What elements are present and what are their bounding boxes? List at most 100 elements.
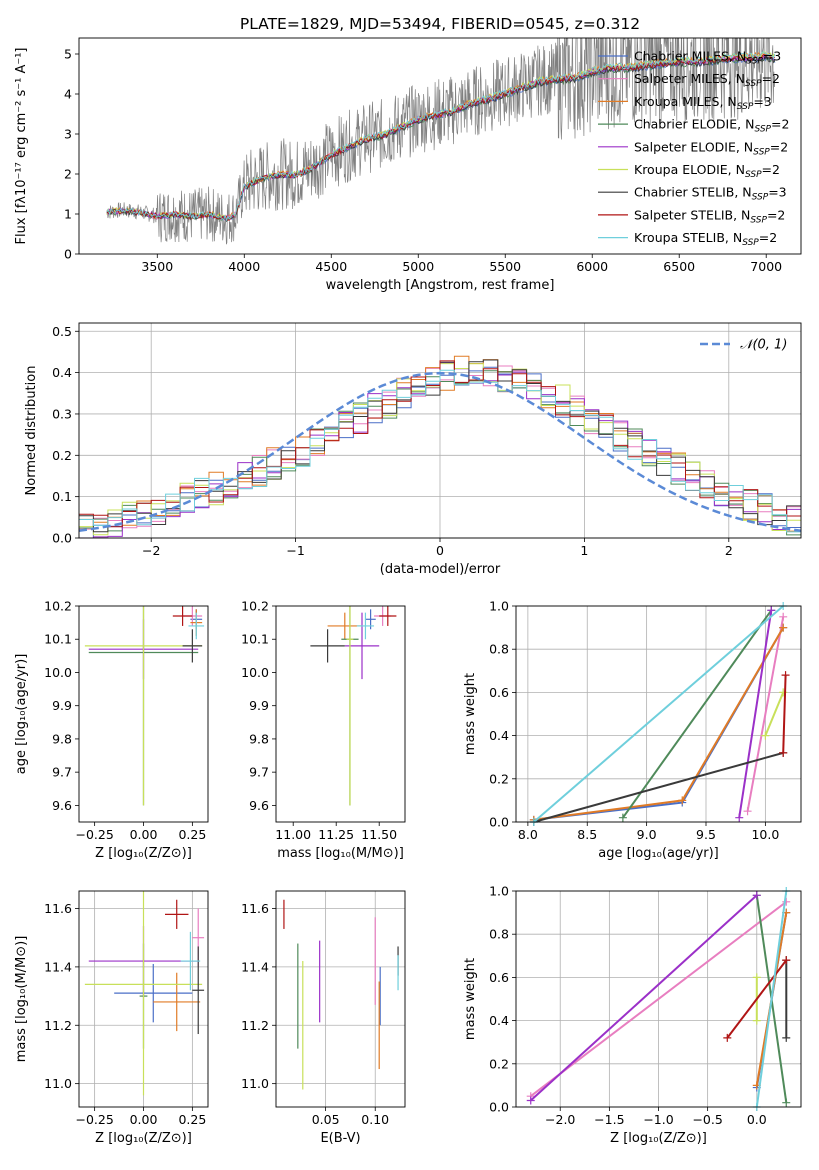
y-tick-label: 9.8: [249, 731, 269, 746]
x-tick-label: 2: [725, 543, 733, 558]
model-line-salpeter-elodie: [106, 53, 776, 221]
x-tick-label: 5000: [402, 259, 434, 274]
series-marker: [767, 606, 776, 615]
y-axis-label: mass [log₁₀(M/M⊙)]: [14, 936, 29, 1063]
y-tick-label: 0: [64, 247, 72, 262]
y-tick-label: 11.4: [44, 959, 72, 974]
series-line-kroupa-stelib: [755, 890, 788, 1108]
y-tick-label: 4: [64, 87, 72, 102]
y-tick-label: 11.0: [44, 1076, 72, 1091]
errorbar-point: [356, 612, 375, 640]
series-marker: [743, 807, 752, 816]
errorbar-point: [182, 629, 203, 663]
errorbar-point: [188, 612, 205, 640]
y-tick-label: 10.1: [44, 632, 72, 647]
series-marker: [678, 796, 687, 805]
errorbar-point: [84, 891, 203, 1096]
y-tick-label: 9.6: [52, 798, 72, 813]
y-tick-label: 2: [64, 167, 72, 182]
y-tick-label: 0.2: [489, 771, 509, 786]
legend-entry: Chabrier ELODIE, NSSP=2: [634, 117, 789, 135]
y-tick-label: 0.3: [52, 406, 72, 421]
series-marker: [782, 1033, 791, 1042]
panel-spectrum: 3500 4000 4500 5000 5500 6000 6500 7000 0 1 2 3 4 5 wa…: [14, 37, 802, 293]
y-tick-label: 0.0: [489, 1100, 509, 1115]
y-tick-label: 10.2: [44, 599, 72, 614]
x-tick-label: 4000: [228, 259, 260, 274]
model-line-kroupa-stelib: [106, 51, 776, 222]
axes-frame: [275, 890, 406, 1108]
series-marker: [779, 612, 788, 621]
legend-entry: Chabrier MILES, NSSP=3: [634, 49, 781, 67]
x-axis-label: (data-model)/error: [380, 562, 501, 577]
y-tick-label: 3: [64, 127, 72, 142]
x-tick-label: 3500: [141, 259, 173, 274]
errorbar-point: [192, 946, 205, 1035]
panel-mass-vs-ebv: 0.05 0.10 11.0 11.2 11.4 11.6 E(B-V): [241, 890, 406, 1146]
y-tick-label: 11.0: [241, 1076, 269, 1091]
axes-frame: [78, 322, 802, 539]
hist-step-kroupa-stelib: [79, 369, 801, 533]
series-line-kroupa-stelib: [533, 605, 784, 823]
series-line-chabrier-miles: [533, 627, 785, 821]
data-spectrum-line: [106, 38, 776, 245]
y-tick-label: 9.9: [249, 698, 269, 713]
y-tick-label: 0.0: [489, 815, 509, 830]
x-axis-label: age [log₁₀(age/yr)]: [598, 846, 719, 861]
x-axis-label: Z [log₁₀(Z/Z⊙)]: [95, 1131, 192, 1146]
y-tick-label: 0.4: [489, 1013, 509, 1028]
x-axis-label: Z [log₁₀(Z/Z⊙)]: [95, 846, 192, 861]
y-tick-label: 10.1: [241, 632, 269, 647]
x-tick-label: −1.5: [594, 1112, 624, 1127]
x-tick-label: −1.0: [643, 1112, 673, 1127]
x-tick-label: 5500: [489, 259, 521, 274]
y-tick-label: 9.8: [52, 731, 72, 746]
y-tick-label: 0.0: [52, 531, 72, 546]
series-line-salpeter-elodie: [530, 894, 758, 1102]
series-marker: [779, 623, 788, 632]
legend-entry: Kroupa MILES, NSSP=3: [634, 94, 772, 112]
series-line-kroupa-miles: [533, 627, 785, 821]
errorbar-point: [327, 612, 362, 640]
y-tick-label: 11.2: [241, 1018, 269, 1033]
y-tick-label: 1: [64, 207, 72, 222]
legend-entry: Kroupa STELIB, NSSP=2: [634, 230, 777, 248]
x-tick-label: 0.10: [361, 1112, 389, 1127]
x-tick-label: −2.0: [545, 1112, 575, 1127]
x-tick-label: 11.00: [275, 827, 311, 842]
x-tick-label: 0.05: [312, 1112, 340, 1127]
series-marker: [723, 1033, 732, 1042]
errorbar-point: [172, 606, 193, 626]
y-tick-label: 0.2: [489, 1056, 509, 1071]
panel-massweight-vs-age: 8.0 8.5 9.0 9.5 10.0 0.0 0.2 0.4 0.6 0.8 1.0 age [l…: [463, 599, 802, 861]
errorbar-point: [114, 963, 193, 1023]
errorbar-point: [180, 931, 201, 991]
panel-age-vs-Z: −0.25 0.00 0.25 9.6 9.7 9.8 9.9 10.0 10.1 10.2 Z […: [14, 599, 209, 861]
y-tick-label: 10.0: [241, 665, 269, 680]
y-axis-label: Normed distribution: [24, 366, 39, 496]
series-marker: [782, 1098, 791, 1107]
x-tick-label: 0.00: [130, 827, 158, 842]
x-tick-label: 7000: [750, 259, 782, 274]
axes-frame: [78, 37, 802, 255]
x-tick-label: 8.5: [577, 827, 597, 842]
x-tick-label: 6000: [576, 259, 608, 274]
y-tick-label: 0.8: [489, 642, 509, 657]
x-axis-label: Z [log₁₀(Z/Z⊙)]: [610, 1131, 707, 1146]
axes-frame: [78, 605, 209, 823]
figure-title: PLATE=1829, MJD=53494, FIBERID=0545, z=0…: [240, 15, 640, 33]
y-tick-label: 11.2: [44, 1018, 72, 1033]
series-marker: [752, 973, 761, 982]
legend-entry: Salpeter ELODIE, NSSP=2: [634, 139, 788, 157]
y-tick-label: 5: [64, 47, 72, 62]
x-tick-label: −2: [142, 543, 160, 558]
y-axis-label: mass weight: [463, 673, 478, 755]
y-axis-label: age [log₁₀(age/yr)]: [14, 654, 29, 775]
panel-massweight-vs-Z: −2.0 −1.5 −1.0 −0.5 0.0 0.0 0.2 0.4 0.6 0.8 1.0 Z […: [463, 884, 802, 1146]
model-line-kroupa-elodie: [106, 51, 776, 221]
legend-entry: 𝒩(0, 1): [740, 338, 787, 353]
x-axis-label: mass [log₁₀(M/M⊙)]: [277, 846, 404, 861]
x-tick-label: −0.25: [75, 1112, 113, 1127]
y-tick-label: 0.8: [489, 927, 509, 942]
